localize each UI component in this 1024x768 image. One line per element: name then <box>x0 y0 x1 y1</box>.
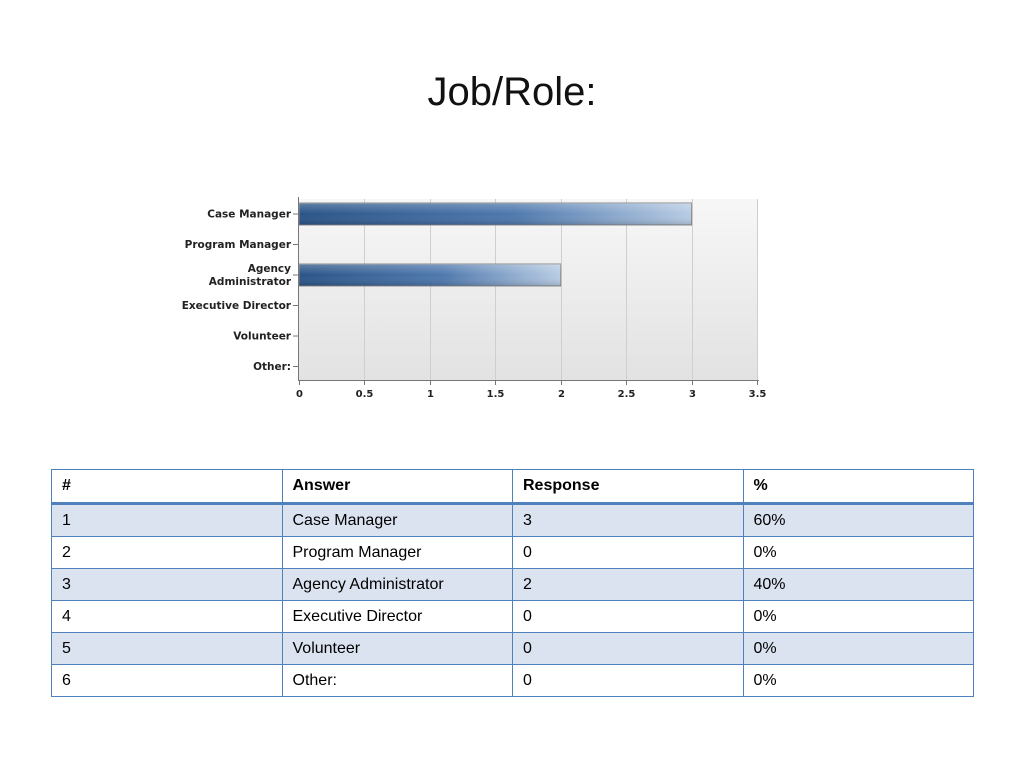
x-tick-label: 2.5 <box>618 389 636 400</box>
cell-response: 3 <box>512 503 744 537</box>
cell-response: 2 <box>512 568 744 601</box>
cell-percent: 0% <box>742 632 974 665</box>
cell-answer: Volunteer <box>281 632 513 665</box>
y-tick-label: Program Manager <box>185 239 292 251</box>
cell-number: 3 <box>51 568 283 601</box>
y-tick-label: Other: <box>253 361 291 373</box>
cell-response: 0 <box>512 664 744 697</box>
y-tick-label: Volunteer <box>233 331 292 343</box>
cell-number: 4 <box>51 600 283 633</box>
cell-response: 0 <box>512 600 744 633</box>
cell-number: 6 <box>51 664 283 697</box>
table-row: 4 Executive Director 0 0% <box>51 600 974 633</box>
results-table: # Answer Response % 1 Case Manager 3 60%… <box>51 469 974 697</box>
x-tick-label: 1.5 <box>487 389 505 400</box>
x-axis-ticks: 0 0.5 1 1.5 2 2.5 3 3.5 <box>296 380 766 400</box>
header-number: # <box>51 469 283 505</box>
cell-number: 2 <box>51 536 283 569</box>
cell-number: 5 <box>51 632 283 665</box>
x-tick-label: 3 <box>689 389 696 400</box>
cell-answer: Other: <box>281 664 513 697</box>
cell-percent: 0% <box>742 664 974 697</box>
x-tick-label: 1 <box>427 389 434 400</box>
bars <box>298 202 693 287</box>
x-tick-label: 0 <box>296 389 303 400</box>
cell-number: 1 <box>51 503 283 537</box>
table-header-row: # Answer Response % <box>51 469 974 505</box>
header-percent: % <box>742 469 974 505</box>
y-tick-label: Case Manager <box>207 209 292 221</box>
header-answer: Answer <box>281 469 513 505</box>
cell-response: 0 <box>512 632 744 665</box>
y-axis-ticks: Case Manager Program Manager Agency Adminis… <box>182 209 298 373</box>
table-row: 6 Other: 0 0% <box>51 664 974 697</box>
cell-answer: Executive Director <box>281 600 513 633</box>
header-response: Response <box>512 469 744 505</box>
bar-shine <box>299 203 692 225</box>
y-tick-label: Agency Administrator <box>209 263 292 288</box>
x-tick-label: 0.5 <box>356 389 374 400</box>
plot-area <box>299 199 758 380</box>
table-row: 1 Case Manager 3 60% <box>51 503 974 537</box>
cell-response: 0 <box>512 536 744 569</box>
cell-percent: 60% <box>742 503 974 537</box>
cell-answer: Case Manager <box>281 503 513 537</box>
cell-percent: 40% <box>742 568 974 601</box>
bar-shine <box>299 264 561 286</box>
table-row: 2 Program Manager 0 0% <box>51 536 974 569</box>
cell-answer: Agency Administrator <box>281 568 513 601</box>
x-tick-label: 3.5 <box>749 389 767 400</box>
table-row: 5 Volunteer 0 0% <box>51 632 974 665</box>
y-tick-label: Executive Director <box>182 300 292 312</box>
x-tick-label: 2 <box>558 389 565 400</box>
table-row: 3 Agency Administrator 2 40% <box>51 568 974 601</box>
grid-lines <box>364 199 758 380</box>
cell-percent: 0% <box>742 600 974 633</box>
cell-answer: Program Manager <box>281 536 513 569</box>
cell-percent: 0% <box>742 536 974 569</box>
slide-title: Job/Role: <box>427 70 597 114</box>
